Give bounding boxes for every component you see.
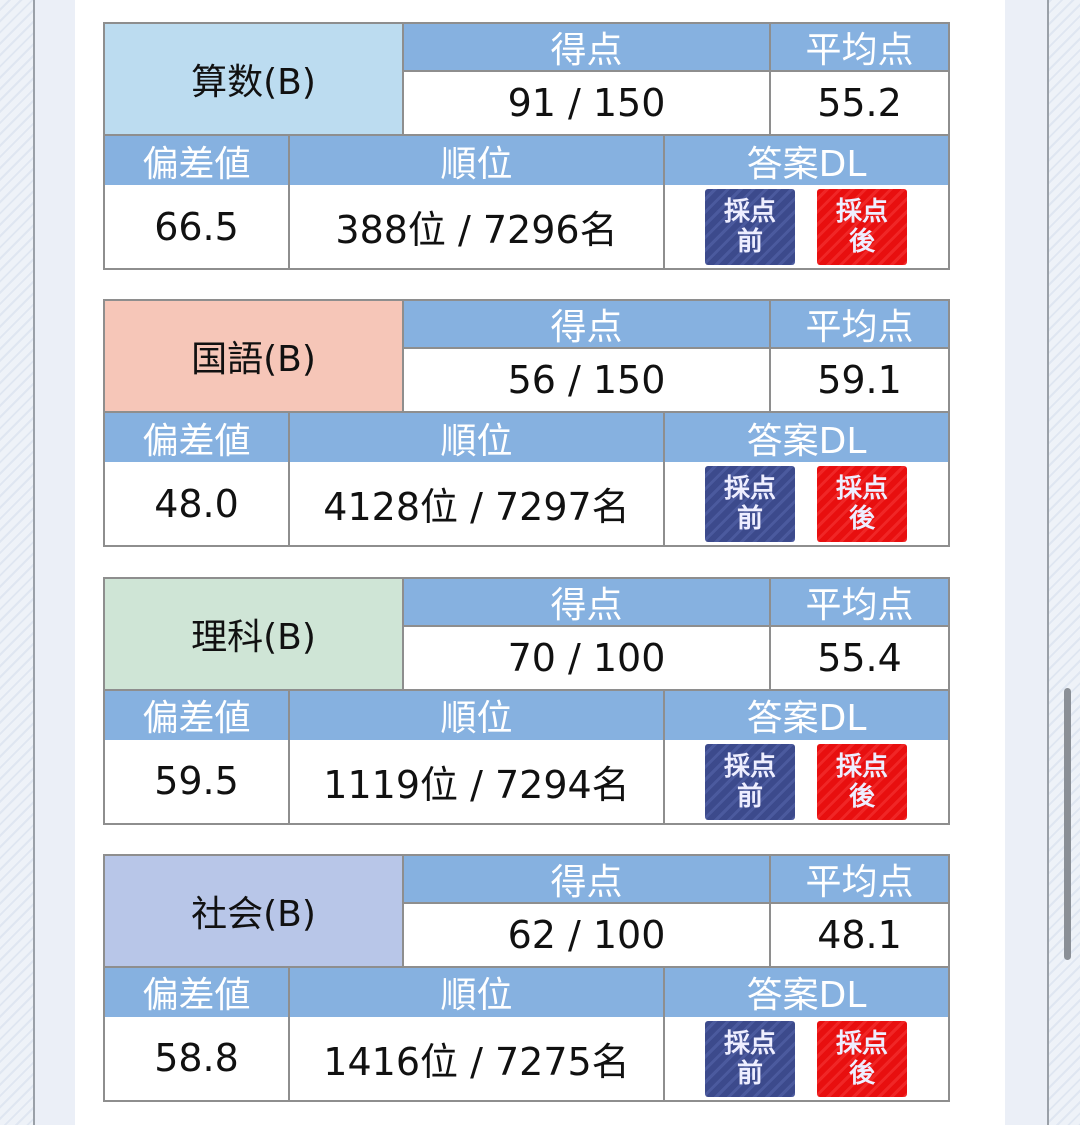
score-value: 56 / 150: [404, 349, 771, 414]
subject-name: 理科(B): [105, 578, 404, 691]
answer-dl-header: 答案DL: [665, 136, 948, 185]
deviation-header: 偏差値: [105, 967, 290, 1017]
answer-before-grading-button[interactable]: 採点 前: [705, 466, 795, 543]
subject-deviation-text: 66.5: [154, 204, 239, 249]
average-header: 平均点: [771, 24, 948, 72]
subject-result-table: 算数(B) 得点 平均点 91 / 150 55.2 偏差値 順位 答案DL 6…: [103, 22, 950, 270]
average-header: 平均点: [771, 578, 948, 627]
deviation-value: 66.5: [105, 185, 290, 268]
deviation-value: 59.5: [105, 739, 290, 823]
subject-average-text: 59.1: [817, 358, 902, 403]
subject-score-text: 70 / 100: [507, 635, 666, 680]
subject-rank-text: 1416位 / 7275名: [323, 1039, 630, 1084]
subject-result-table: 理科(B) 得点 平均点 70 / 100 55.4 偏差値 順位 答案DL 5…: [103, 576, 950, 825]
score-header: 得点: [404, 24, 771, 72]
subject-name: 国語(B): [105, 301, 404, 414]
subject-rank-text: 4128位 / 7297名: [323, 485, 630, 530]
left-panel: [35, 0, 75, 1125]
left-border: [33, 0, 35, 1125]
subject-result-table: 社会(B) 得点 平均点 62 / 100 48.1 偏差値 順位 答案DL 5…: [103, 853, 950, 1102]
subject-name-text: 理科(B): [191, 616, 316, 658]
subject-score-text: 56 / 150: [507, 358, 666, 403]
answer-dl-header: 答案DL: [665, 413, 948, 463]
score-value: 91 / 150: [404, 72, 771, 136]
subject-average-text: 55.2: [817, 81, 902, 125]
score-value: 62 / 100: [404, 903, 771, 968]
deviation-header: 偏差値: [105, 690, 290, 740]
subject-name-text: 国語(B): [191, 339, 316, 381]
rank-value: 388位 / 7296名: [290, 185, 665, 268]
rank-value: 1416位 / 7275名: [290, 1016, 665, 1100]
subject-score-text: 91 / 150: [507, 81, 666, 125]
right-border: [1047, 0, 1049, 1125]
deviation-value: 58.8: [105, 1016, 290, 1100]
score-value: 70 / 100: [404, 626, 771, 691]
average-value: 55.2: [771, 72, 948, 136]
subject-name-text: 算数(B): [191, 62, 316, 103]
answer-before-grading-button[interactable]: 採点 前: [705, 189, 795, 265]
answer-after-grading-button[interactable]: 採点 後: [817, 466, 907, 543]
average-header: 平均点: [771, 301, 948, 350]
rank-value: 4128位 / 7297名: [290, 462, 665, 546]
subject-rank-text: 1119位 / 7294名: [323, 762, 630, 807]
rank-value: 1119位 / 7294名: [290, 739, 665, 823]
score-header: 得点: [404, 578, 771, 627]
subject-deviation-text: 48.0: [154, 481, 239, 526]
average-value: 48.1: [771, 903, 948, 968]
answer-before-grading-button[interactable]: 採点 前: [705, 1020, 795, 1097]
answer-after-grading-button[interactable]: 採点 後: [817, 189, 907, 265]
subject-name: 算数(B): [105, 24, 404, 136]
deviation-value: 48.0: [105, 462, 290, 546]
deviation-header: 偏差値: [105, 136, 290, 185]
scrollbar[interactable]: [1064, 688, 1071, 960]
rank-header: 順位: [290, 413, 665, 463]
subject-deviation-text: 58.8: [154, 1036, 239, 1081]
answer-after-grading-button[interactable]: 採点 後: [817, 1020, 907, 1097]
subject-deviation-text: 59.5: [154, 759, 239, 804]
answer-dl-header: 答案DL: [665, 967, 948, 1017]
subject-name-text: 社会(B): [191, 893, 316, 935]
subject-name: 社会(B): [105, 855, 404, 968]
rank-header: 順位: [290, 967, 665, 1017]
right-panel: [1005, 0, 1047, 1125]
subject-result-table: 国語(B) 得点 平均点 56 / 150 59.1 偏差値 順位 答案DL 4…: [103, 299, 950, 548]
rank-header: 順位: [290, 690, 665, 740]
subject-average-text: 55.4: [817, 635, 902, 680]
answer-dl-header: 答案DL: [665, 690, 948, 740]
score-header: 得点: [404, 855, 771, 904]
subject-rank-text: 388位 / 7296名: [335, 208, 618, 252]
deviation-header: 偏差値: [105, 413, 290, 463]
average-value: 59.1: [771, 349, 948, 414]
average-header: 平均点: [771, 855, 948, 904]
subject-score-text: 62 / 100: [507, 912, 666, 957]
average-value: 55.4: [771, 626, 948, 691]
subject-average-text: 48.1: [817, 912, 902, 957]
answer-after-grading-button[interactable]: 採点 後: [817, 743, 907, 820]
answer-before-grading-button[interactable]: 採点 前: [705, 743, 795, 820]
rank-header: 順位: [290, 136, 665, 185]
score-header: 得点: [404, 301, 771, 350]
